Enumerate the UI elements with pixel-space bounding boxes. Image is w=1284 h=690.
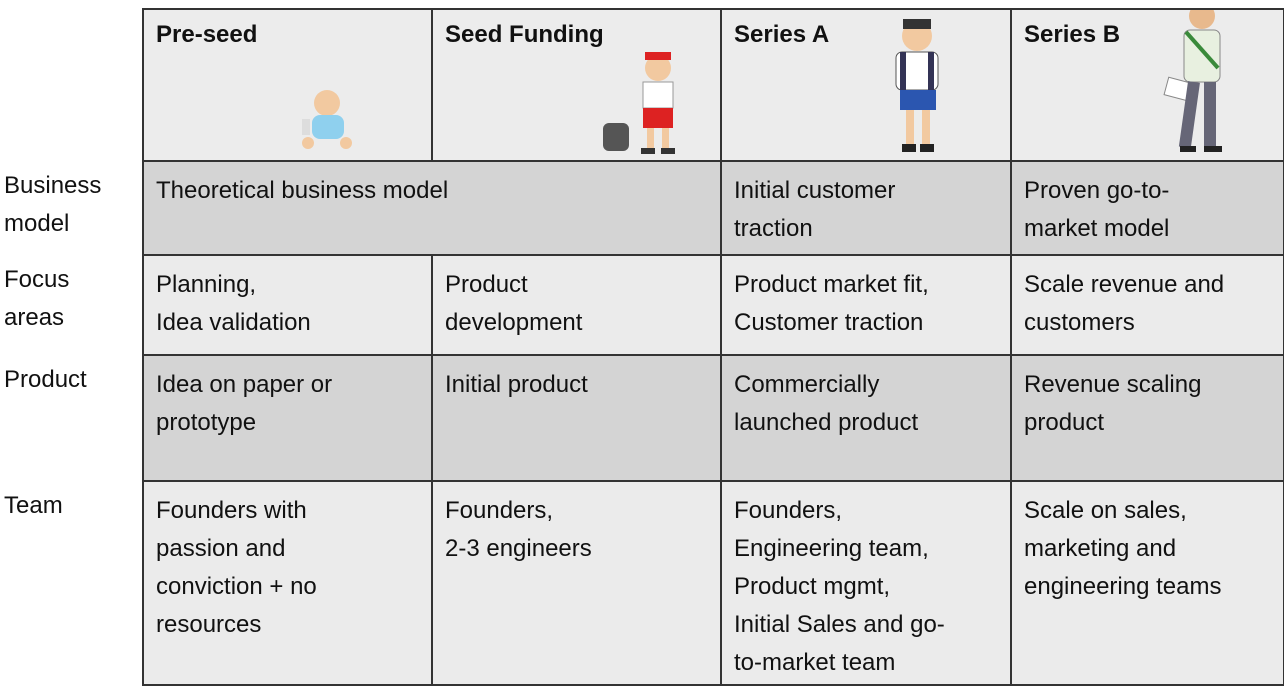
cell: Theoretical business model [142,160,722,256]
cell: Idea on paper or prototype [142,354,433,482]
teen-figure [1163,11,1222,152]
cell: Founders, 2-3 engineers [431,480,722,686]
cell: Scale on sales, marketing and engineerin… [1010,480,1284,686]
table-row: Product Idea on paper or prototype Initi… [0,354,1284,482]
cell: Scale revenue and customers [1010,254,1284,356]
row-label: Business model [0,161,143,255]
column-header: Seed Funding [431,8,722,162]
header-text: Series A [734,21,830,48]
page: Pre-seed Seed Funding Series A Series B … [0,8,1284,690]
row-label: Focus areas [0,255,143,355]
corner-cell [0,9,143,161]
cell: Planning, Idea validation [142,254,433,356]
cell: Product market fit, Customer traction [720,254,1012,356]
column-header: Series A [720,8,1012,162]
cell: Proven go-to- market model [1010,160,1284,256]
baby-figure [302,90,352,149]
child-figure [603,52,675,154]
header-text: Pre-seed [156,21,258,48]
cell: Revenue scaling product [1010,354,1284,482]
row-label: Team [0,481,143,685]
cell: Initial customer traction [720,160,1012,256]
header-text: Series B [1024,21,1121,48]
header-text: Seed Funding [445,21,604,48]
table-row: Team Founders with passion and convictio… [0,480,1284,686]
table-row: Focus areas Planning, Idea validation Pr… [0,254,1284,356]
cell: Founders with passion and conviction + n… [142,480,433,686]
header-row: Pre-seed Seed Funding Series A Series B [0,8,1284,162]
cell: Product development [431,254,722,356]
column-header: Pre-seed [142,8,433,162]
cell: Founders, Engineering team, Product mgmt… [720,480,1012,686]
stage-table: Pre-seed Seed Funding Series A Series B … [0,8,1284,686]
cell: Commercially launched product [720,354,1012,482]
cell: Initial product [431,354,722,482]
column-header: Series B [1010,8,1284,162]
table-row: Business model Theoretical business mode… [0,160,1284,256]
row-label: Product [0,355,143,481]
boy-figure [895,19,939,152]
